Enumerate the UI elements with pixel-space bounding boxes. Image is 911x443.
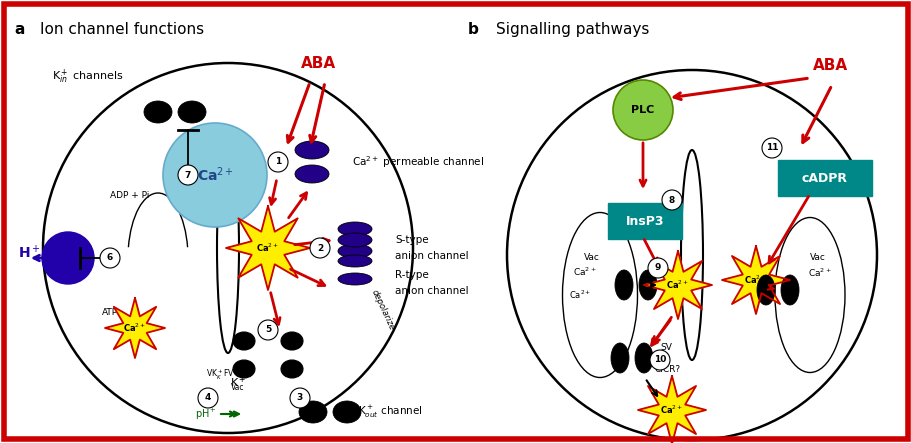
Circle shape: [42, 232, 94, 284]
Text: 4: 4: [205, 393, 211, 403]
Ellipse shape: [299, 401, 327, 423]
Text: anion channel: anion channel: [394, 251, 468, 261]
Text: 6: 6: [107, 253, 113, 263]
Ellipse shape: [281, 332, 302, 350]
Ellipse shape: [774, 218, 844, 373]
Text: ADP + Pi: ADP + Pi: [110, 191, 149, 200]
Text: Vac: Vac: [809, 253, 825, 263]
Circle shape: [100, 248, 120, 268]
Text: InsP3: InsP3: [625, 214, 663, 228]
Text: Ca$^{2+}$: Ca$^{2+}$: [572, 266, 596, 278]
Ellipse shape: [281, 360, 302, 378]
Text: Ca$^{2+}$: Ca$^{2+}$: [666, 279, 689, 291]
Polygon shape: [722, 246, 789, 314]
Circle shape: [258, 320, 278, 340]
Circle shape: [178, 165, 198, 185]
Text: 11: 11: [765, 144, 777, 152]
Text: Ca$^{2+}$: Ca$^{2+}$: [256, 242, 280, 254]
Circle shape: [650, 350, 670, 370]
Text: ABA: ABA: [812, 58, 846, 73]
Polygon shape: [226, 206, 310, 290]
Text: H$^+$: H$^+$: [18, 244, 41, 261]
Ellipse shape: [780, 275, 798, 305]
Text: 10: 10: [653, 355, 665, 365]
Text: 3: 3: [297, 393, 302, 403]
Ellipse shape: [217, 143, 239, 353]
Text: PLC: PLC: [630, 105, 654, 115]
Ellipse shape: [756, 275, 774, 305]
Ellipse shape: [338, 273, 372, 285]
Text: Vac: Vac: [231, 383, 244, 392]
Text: 9: 9: [654, 264, 660, 272]
Text: SV: SV: [660, 343, 671, 353]
Text: ATP: ATP: [102, 308, 118, 317]
Ellipse shape: [338, 255, 372, 267]
Text: cADPR: cADPR: [801, 171, 847, 184]
Text: Ca$^{2+}$ permeable channel: Ca$^{2+}$ permeable channel: [352, 154, 484, 170]
Ellipse shape: [333, 401, 361, 423]
Text: anion channel: anion channel: [394, 286, 468, 296]
Circle shape: [612, 80, 672, 140]
FancyBboxPatch shape: [777, 160, 871, 196]
Text: Vac: Vac: [583, 253, 599, 263]
Polygon shape: [638, 376, 705, 443]
Ellipse shape: [338, 233, 372, 247]
Text: 5: 5: [264, 326, 271, 334]
Text: R-type: R-type: [394, 270, 428, 280]
Text: depolarize: depolarize: [370, 288, 396, 332]
Text: 1: 1: [274, 158, 281, 167]
Ellipse shape: [634, 343, 652, 373]
Text: 2: 2: [316, 244, 322, 253]
Circle shape: [163, 123, 267, 227]
Circle shape: [648, 258, 667, 278]
Ellipse shape: [232, 332, 255, 350]
FancyBboxPatch shape: [608, 203, 681, 239]
Ellipse shape: [614, 270, 632, 300]
Ellipse shape: [681, 150, 702, 360]
Ellipse shape: [610, 343, 629, 373]
Ellipse shape: [639, 270, 656, 300]
Circle shape: [198, 388, 218, 408]
Text: 8: 8: [668, 195, 674, 205]
Text: ABA: ABA: [300, 56, 335, 71]
Text: Ca$^{2+}$: Ca$^{2+}$: [807, 267, 831, 279]
Ellipse shape: [294, 141, 329, 159]
Text: K$^+_{out}$ channel: K$^+_{out}$ channel: [358, 404, 422, 420]
Text: K$^+$: K$^+$: [230, 375, 246, 390]
Text: K$^+_{in}$ channels: K$^+_{in}$ channels: [52, 68, 124, 86]
Ellipse shape: [338, 244, 372, 258]
Text: Ca$^{2+}$: Ca$^{2+}$: [568, 289, 590, 301]
Text: a: a: [14, 22, 25, 37]
Circle shape: [507, 70, 876, 440]
Text: Ca$^{2+}$: Ca$^{2+}$: [743, 274, 767, 286]
Circle shape: [762, 138, 781, 158]
Polygon shape: [105, 298, 165, 358]
Text: VK$_K^+$FV  K$^+$: VK$_K^+$FV K$^+$: [206, 368, 250, 382]
Circle shape: [268, 152, 288, 172]
Ellipse shape: [144, 101, 172, 123]
Ellipse shape: [562, 213, 637, 377]
Circle shape: [310, 238, 330, 258]
Text: Ion channel functions: Ion channel functions: [40, 22, 204, 37]
Circle shape: [290, 388, 310, 408]
Ellipse shape: [232, 360, 255, 378]
Text: Ca$^{2+}$: Ca$^{2+}$: [197, 166, 233, 184]
Ellipse shape: [338, 222, 372, 236]
Text: 7: 7: [185, 171, 191, 179]
Circle shape: [661, 190, 681, 210]
Text: Ca$^{2+}$: Ca$^{2+}$: [660, 404, 683, 416]
Text: b: b: [467, 22, 478, 37]
Text: S-type: S-type: [394, 235, 428, 245]
Polygon shape: [643, 251, 711, 319]
Ellipse shape: [178, 101, 206, 123]
Text: pH$^+$: pH$^+$: [195, 407, 217, 422]
Circle shape: [43, 63, 413, 433]
Text: Signalling pathways: Signalling pathways: [496, 22, 649, 37]
Text: CICR?: CICR?: [654, 365, 681, 374]
Ellipse shape: [294, 165, 329, 183]
Text: Ca$^{2+}$: Ca$^{2+}$: [123, 322, 147, 334]
